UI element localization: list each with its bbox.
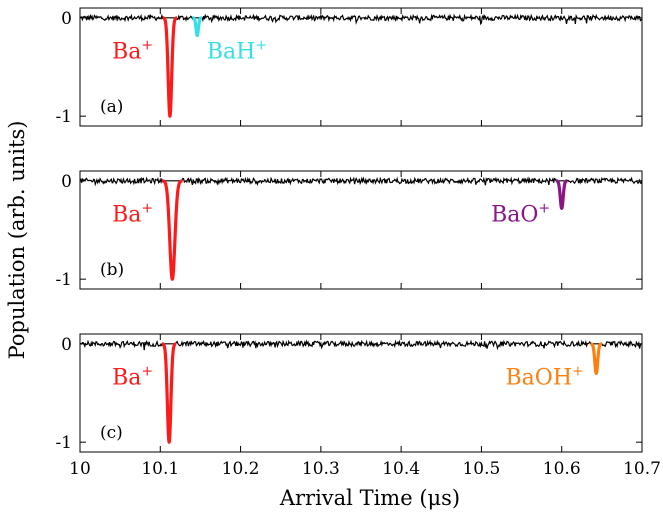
x-tick-label: 10.6: [543, 459, 581, 479]
baseline-trace: [79, 176, 643, 187]
x-tick-label: 10: [69, 459, 91, 479]
peak-ba: [160, 342, 178, 444]
axes-frame: [79, 333, 643, 453]
x-axis-title: Arrival Time (μs): [279, 486, 460, 510]
y-tick-label: -1: [55, 270, 72, 290]
ion-label-baoh: BaOH+: [506, 363, 584, 390]
panels-group: Ba+ BaH+ 0 -1 (a) Ba+ BaO+ 0 -1 (b) Ba+ BaOH+ 0 -1 10 1…: [55, 7, 661, 479]
ion-label-bah: BaH+: [207, 37, 267, 64]
y-tick-label: 0: [61, 335, 72, 355]
y-tick-label: 0: [61, 9, 72, 29]
peak-ba: [160, 179, 184, 281]
panel-label: (c): [100, 423, 123, 443]
panel-3: Ba+ BaOH+ 0 -1 10 10.1 10.2 10.3 10.4 10.5 10.6 10.…: [55, 333, 661, 479]
y-tick-label: 0: [61, 172, 72, 192]
peak-baoh: [589, 342, 604, 375]
panel-1: Ba+ BaH+ 0 -1 (a): [55, 7, 643, 127]
y-tick-label: -1: [55, 433, 72, 453]
x-tick-label: 10.5: [462, 459, 500, 479]
x-tick-label: 10.2: [222, 459, 260, 479]
peak-bah: [190, 16, 204, 38]
panel-label: (a): [100, 97, 123, 117]
y-axis-title: Population (arb. units): [5, 121, 29, 360]
baseline-trace: [79, 13, 643, 26]
peak-ba: [161, 16, 179, 118]
y-tick-label: -1: [55, 107, 72, 127]
panel-2: Ba+ BaO+ 0 -1 (b): [55, 170, 643, 290]
x-tick-label: 10.4: [382, 459, 420, 479]
axes-frame: [79, 170, 643, 290]
axes-frame: [79, 7, 643, 127]
ion-label-ba: Ba+: [112, 200, 153, 227]
ion-label-bao: BaO+: [491, 200, 550, 227]
x-tick-label: 10.7: [623, 459, 661, 479]
x-tick-label: 10.3: [302, 459, 340, 479]
ion-label-ba: Ba+: [112, 37, 153, 64]
x-tick-label: 10.1: [141, 459, 179, 479]
peak-bao: [554, 179, 569, 210]
ion-label-ba: Ba+: [112, 363, 153, 390]
panel-label: (b): [100, 260, 124, 280]
